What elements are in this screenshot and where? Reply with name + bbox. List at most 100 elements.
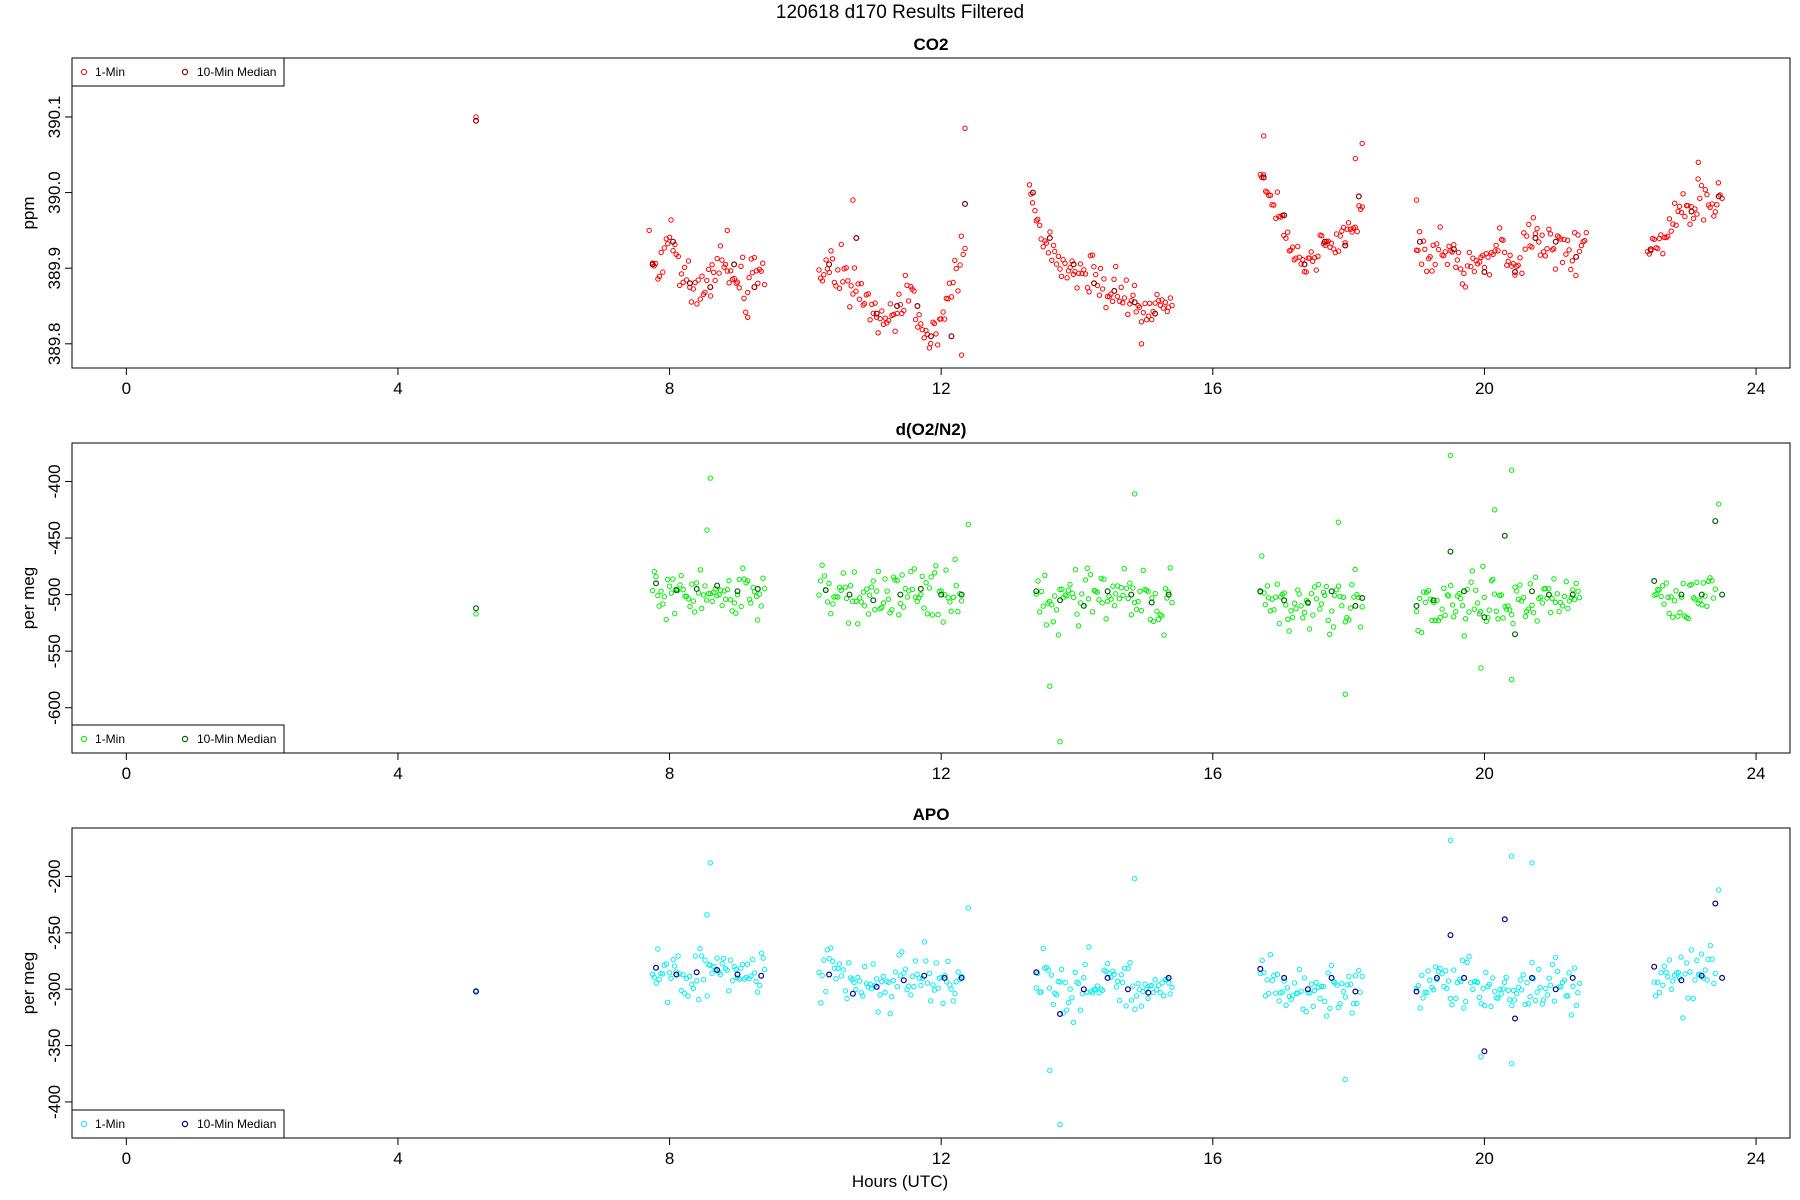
- one-min-point: [670, 956, 676, 963]
- one-min-point: [656, 976, 662, 983]
- one-min-point: [1123, 585, 1130, 591]
- one-min-point: [928, 340, 934, 347]
- one-min-point: [948, 608, 954, 614]
- one-min-point: [1293, 255, 1299, 261]
- one-min-point: [887, 301, 893, 307]
- y-tick-label: -400: [45, 1085, 64, 1119]
- one-min-point: [1530, 610, 1537, 616]
- one-min-point: [1131, 599, 1138, 605]
- one-min-point: [1057, 1121, 1063, 1128]
- one-min-point: [744, 578, 751, 584]
- one-min-point: [1108, 291, 1114, 297]
- one-min-point: [1413, 608, 1420, 615]
- one-min-point: [828, 945, 834, 951]
- one-min-point: [1549, 247, 1556, 253]
- one-min-point: [1342, 1076, 1348, 1083]
- one-min-point: [680, 587, 686, 593]
- one-min-point: [1529, 860, 1535, 866]
- median-point: [1569, 591, 1576, 598]
- one-min-point: [950, 279, 956, 286]
- one-min-point: [901, 307, 907, 314]
- one-min-point: [1537, 252, 1544, 258]
- one-min-point: [916, 975, 923, 981]
- one-min-point: [1448, 583, 1454, 589]
- one-min-point: [1111, 276, 1117, 282]
- one-min-point: [1310, 1003, 1316, 1009]
- one-min-point: [1032, 207, 1038, 214]
- one-min-point: [1087, 571, 1094, 578]
- one-min-point: [1670, 221, 1676, 227]
- one-min-point: [850, 197, 856, 203]
- one-min-point: [719, 257, 725, 263]
- median-point: [870, 597, 877, 604]
- one-min-point: [677, 282, 683, 289]
- median-point: [734, 971, 741, 978]
- one-min-point: [1137, 588, 1143, 594]
- y-tick-label: -500: [45, 578, 64, 612]
- one-min-point: [1138, 341, 1145, 347]
- one-min-point: [707, 293, 714, 299]
- one-min-point: [1424, 990, 1430, 996]
- one-min-point: [1556, 608, 1562, 615]
- one-min-point: [1120, 592, 1126, 598]
- one-min-point: [862, 964, 868, 970]
- one-min-point: [660, 601, 666, 607]
- one-min-point: [1110, 583, 1116, 589]
- one-min-point: [948, 986, 954, 992]
- one-min-point: [746, 274, 752, 281]
- one-min-point: [1145, 995, 1151, 1002]
- one-min-point: [1537, 985, 1543, 991]
- data-points: [473, 837, 1726, 1128]
- one-min-point: [1085, 596, 1092, 602]
- one-min-point: [930, 982, 936, 988]
- one-min-point: [1047, 1067, 1053, 1074]
- one-min-point: [1161, 993, 1167, 999]
- legend-box: [71, 1109, 285, 1139]
- one-min-point: [1500, 986, 1506, 992]
- one-min-point: [1455, 249, 1462, 256]
- one-min-point: [1429, 268, 1435, 274]
- one-min-point: [958, 233, 964, 239]
- median-point: [1651, 577, 1658, 584]
- one-min-point: [1532, 997, 1539, 1004]
- one-min-point: [1692, 977, 1698, 983]
- one-min-point: [1308, 981, 1315, 987]
- one-min-point: [1532, 574, 1539, 580]
- one-min-point: [842, 988, 849, 994]
- one-min-point: [911, 983, 917, 990]
- one-min-point: [1432, 964, 1439, 970]
- one-min-point: [845, 278, 851, 284]
- one-min-point: [1483, 969, 1489, 976]
- one-min-point: [908, 568, 914, 575]
- legend-marker-one-min: [80, 68, 88, 76]
- one-min-point: [1047, 683, 1053, 689]
- one-min-point: [1454, 257, 1461, 263]
- one-min-point: [1660, 982, 1666, 988]
- one-min-point: [1661, 963, 1668, 969]
- one-min-point: [1096, 292, 1103, 298]
- one-min-point: [1422, 246, 1428, 253]
- one-min-point: [838, 973, 845, 979]
- one-min-point: [1419, 972, 1425, 978]
- one-min-point: [952, 257, 958, 264]
- one-min-point: [1167, 991, 1173, 997]
- one-min-point: [1289, 614, 1296, 621]
- median-point: [1056, 597, 1063, 604]
- one-min-point: [1665, 233, 1671, 239]
- median-point: [1712, 518, 1719, 525]
- one-min-point: [880, 600, 887, 606]
- one-min-point: [869, 301, 875, 307]
- one-min-point: [860, 589, 867, 595]
- one-min-point: [1451, 242, 1457, 248]
- one-min-point: [1082, 271, 1089, 277]
- one-min-point: [1349, 1010, 1355, 1016]
- one-min-point: [958, 598, 965, 604]
- one-min-point: [1714, 202, 1720, 208]
- one-min-point: [1490, 975, 1496, 981]
- median-point: [948, 333, 955, 340]
- one-min-point: [1079, 591, 1085, 597]
- one-min-point: [847, 583, 854, 589]
- one-min-point: [1690, 995, 1696, 1002]
- one-min-point: [733, 610, 739, 616]
- median-point: [873, 310, 880, 317]
